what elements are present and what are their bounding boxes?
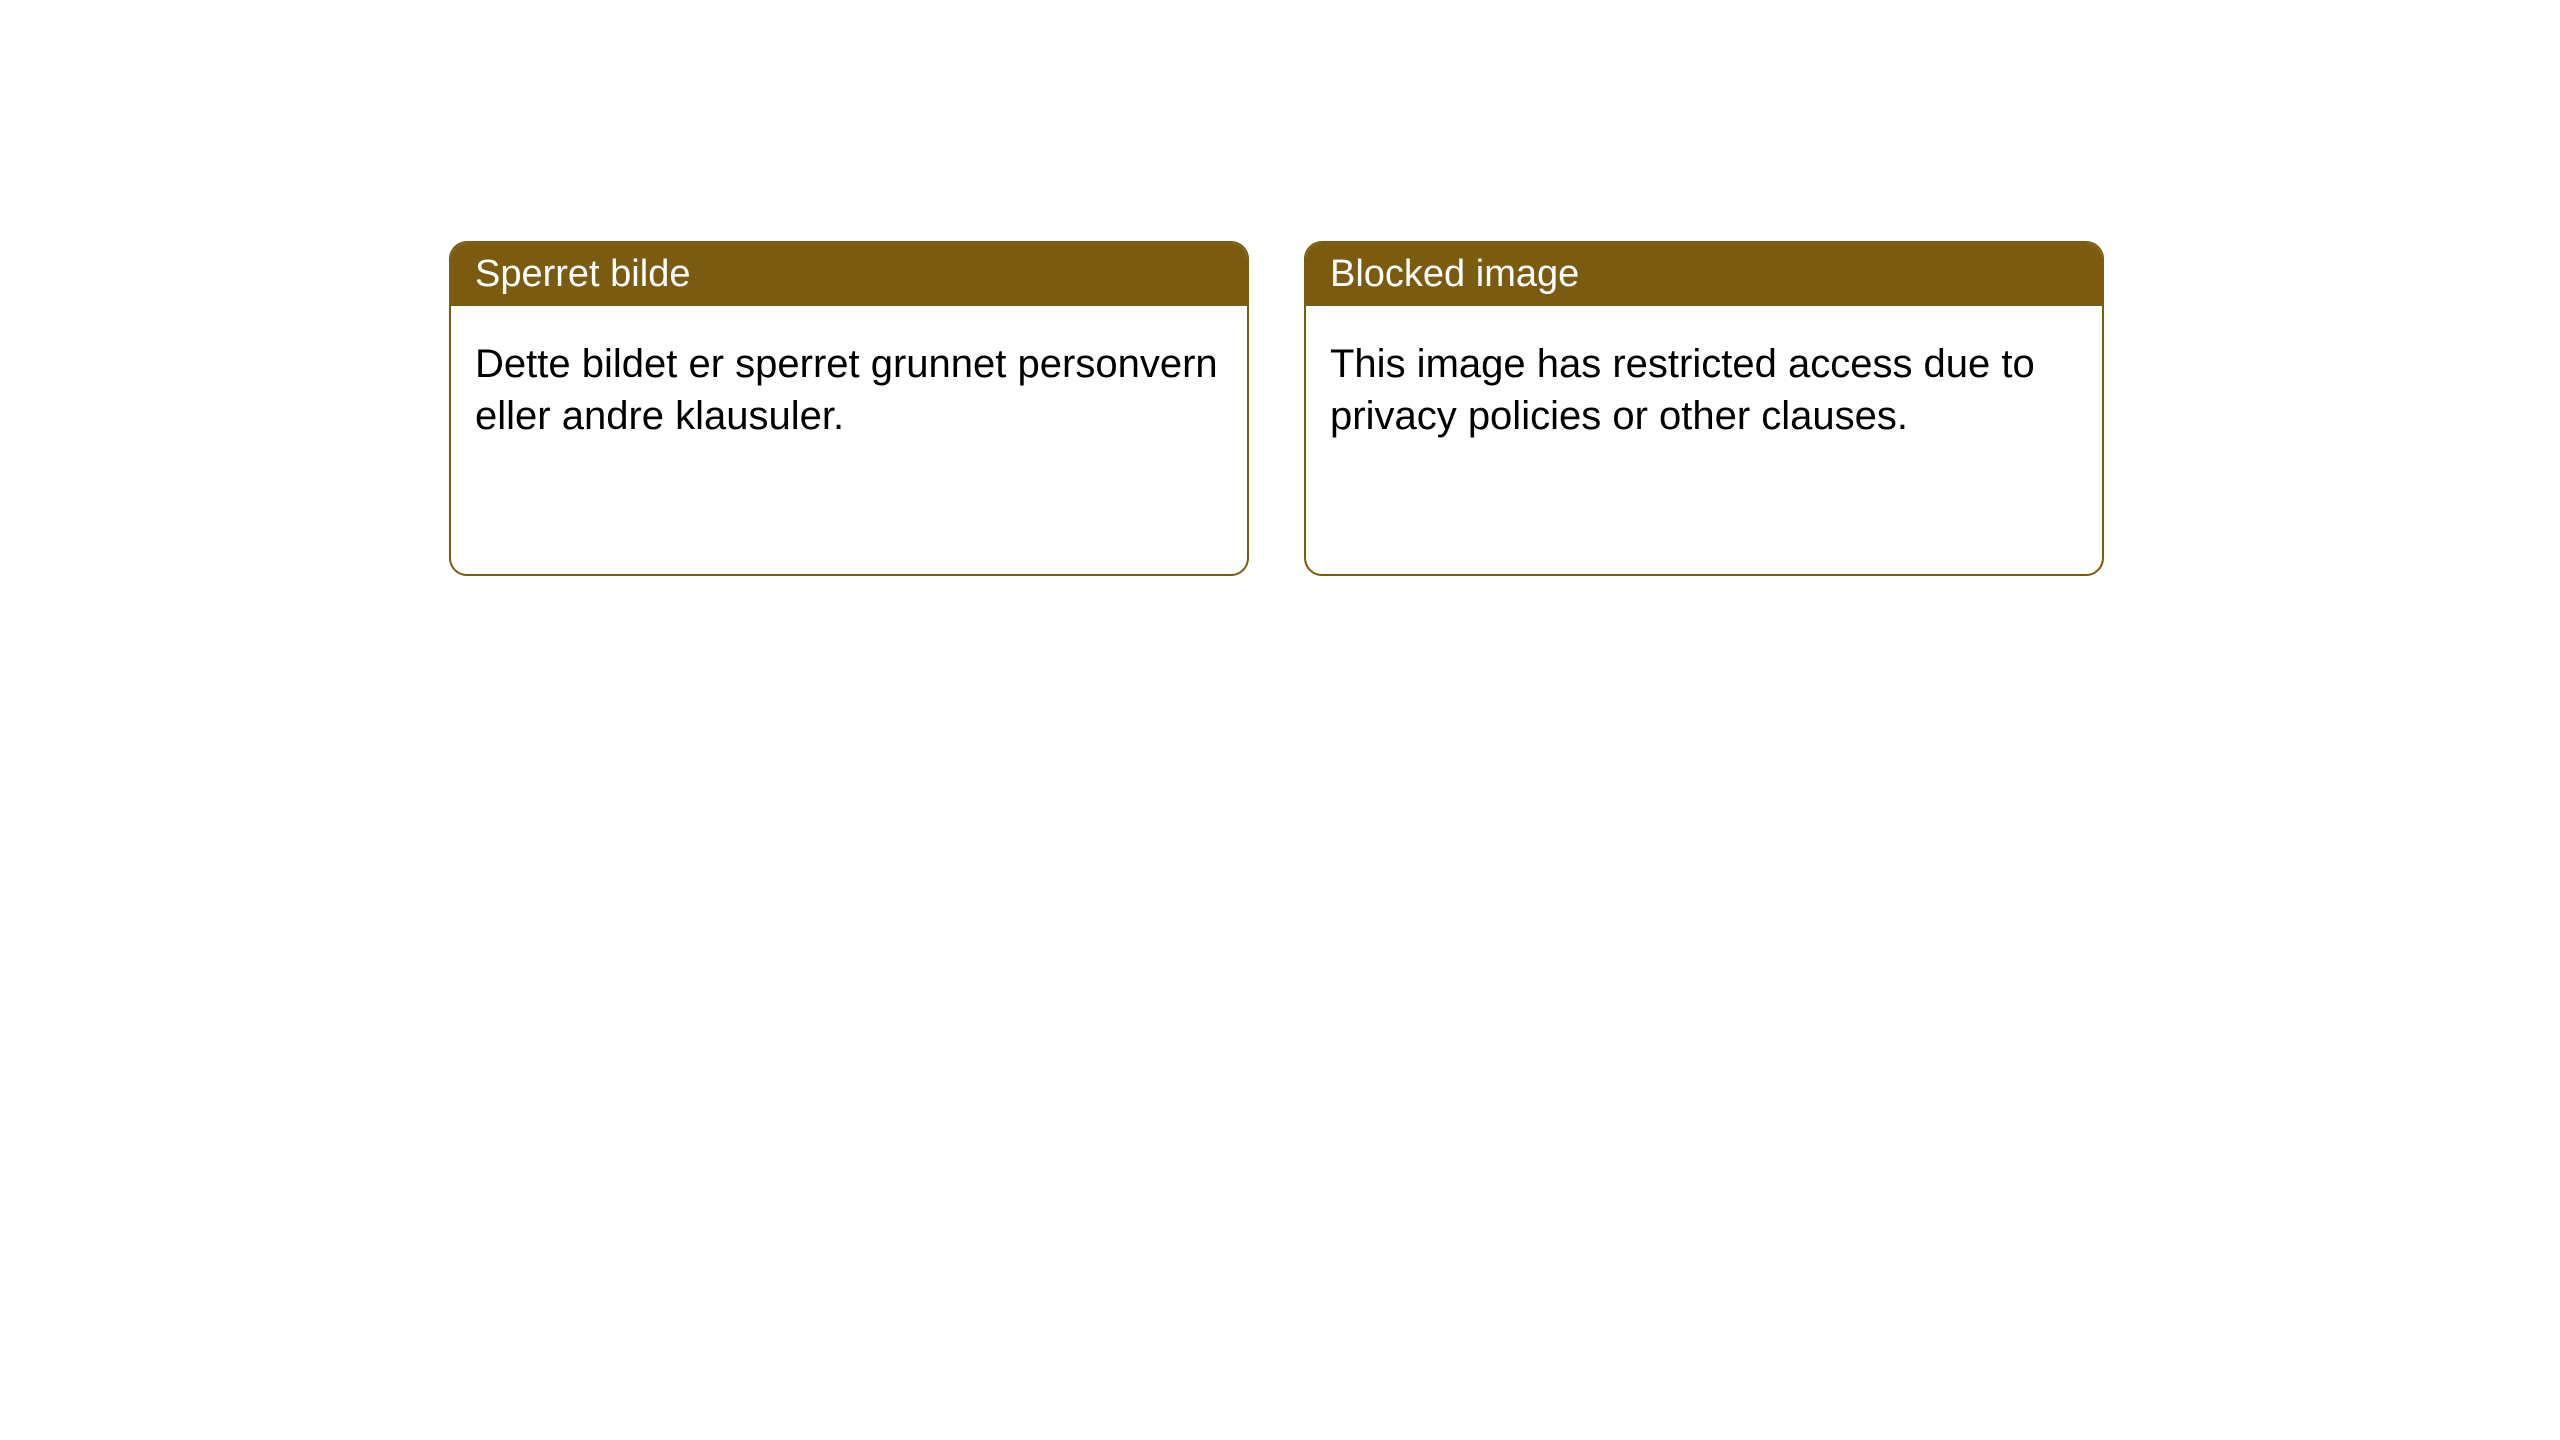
notice-card-norwegian: Sperret bilde Dette bildet er sperret gr… bbox=[449, 241, 1249, 576]
notice-title: Blocked image bbox=[1330, 253, 1579, 295]
notice-body-norwegian: Dette bildet er sperret grunnet personve… bbox=[451, 306, 1247, 474]
notice-text: Dette bildet er sperret grunnet personve… bbox=[475, 342, 1218, 438]
notice-header-norwegian: Sperret bilde bbox=[451, 243, 1247, 306]
notice-title: Sperret bilde bbox=[475, 253, 690, 295]
notice-header-english: Blocked image bbox=[1306, 243, 2102, 306]
notice-card-english: Blocked image This image has restricted … bbox=[1304, 241, 2104, 576]
notice-text: This image has restricted access due to … bbox=[1330, 342, 2035, 438]
notice-body-english: This image has restricted access due to … bbox=[1306, 306, 2102, 474]
notice-container: Sperret bilde Dette bildet er sperret gr… bbox=[449, 241, 2104, 576]
